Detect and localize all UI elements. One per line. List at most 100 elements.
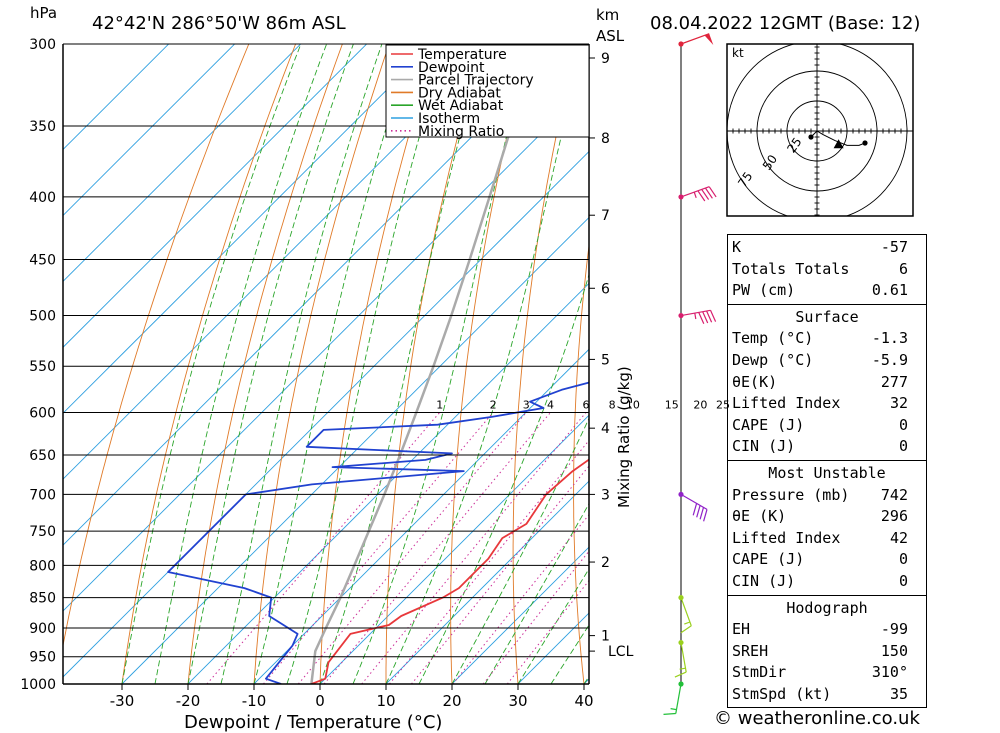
wet-adiabat-line xyxy=(154,44,328,684)
indices-mu-block: Most Unstable Pressure (mb) 742 θE (K) 296 L… xyxy=(727,460,927,596)
wind-barb-half-feather xyxy=(684,621,691,625)
isotherm-line xyxy=(63,150,589,678)
index-row-e-k: θE (K) 296 xyxy=(728,506,926,528)
height-tick-label: 9 xyxy=(601,51,610,67)
dry-adiabat-line xyxy=(573,242,589,684)
pressure-tick-label: 650 xyxy=(29,448,56,464)
x-tick-label: 20 xyxy=(442,692,461,710)
pressure-tick-label: 400 xyxy=(29,190,56,206)
index-row-stmspd-kt: StmSpd (kt) 35 xyxy=(728,684,926,706)
mixing-ratio-label: 4 xyxy=(547,398,554,411)
index-label: SREH xyxy=(732,641,769,660)
index-value: 0 xyxy=(898,571,908,590)
hodograph-trace xyxy=(810,130,866,146)
index-value: 35 xyxy=(889,684,908,703)
pressure-tick-label: 550 xyxy=(29,359,56,375)
legend-item: Dewpoint xyxy=(418,60,485,76)
pressure-tick-label: 1000 xyxy=(20,677,56,693)
wind-profile xyxy=(663,33,717,715)
wind-barb xyxy=(663,681,684,715)
wet-adiabat-line xyxy=(451,417,589,684)
x-tick-label: 40 xyxy=(574,692,593,710)
height-tick-label: 2 xyxy=(601,555,610,571)
hodograph-end-dot xyxy=(862,140,868,146)
wind-barb-feather xyxy=(696,505,701,518)
isotherm-line xyxy=(63,44,170,151)
index-value: 0 xyxy=(898,437,908,456)
copyright-footer[interactable]: © weatheronline.co.uk xyxy=(714,708,920,729)
km-label: km xyxy=(596,6,619,24)
isotherm-line xyxy=(63,44,302,283)
wet-adiabat-line xyxy=(187,44,354,684)
wind-barb-feather xyxy=(674,671,687,678)
index-value: 32 xyxy=(889,394,908,413)
index-label: Lifted Index xyxy=(732,394,841,413)
index-label: PW (cm) xyxy=(732,281,796,300)
wind-barb-staff xyxy=(680,33,710,45)
pressure-tick-label: 700 xyxy=(29,487,56,503)
x-tick-label: 0 xyxy=(315,692,325,710)
index-value: 42 xyxy=(889,528,908,547)
wet-adiabat-line xyxy=(517,567,589,684)
isotherm-line xyxy=(63,44,236,217)
legend-item: Parcel Trajectory xyxy=(418,73,534,89)
index-value: -57 xyxy=(880,238,908,256)
x-tick-label: -10 xyxy=(242,692,267,710)
index-row-sreh: SREH 150 xyxy=(728,641,926,663)
wet-adiabat-line xyxy=(121,44,302,684)
pressure-tick-label: 850 xyxy=(29,591,56,607)
mixing-ratio-line xyxy=(263,412,494,684)
index-row-totals-totals: Totals Totals 6 xyxy=(728,259,926,281)
mixing-ratio-label: 6 xyxy=(583,398,590,411)
index-row-pressure-mb: Pressure (mb) 742 xyxy=(728,485,926,507)
index-row-lifted-index: Lifted Index 32 xyxy=(728,393,926,415)
index-label: Totals Totals xyxy=(732,259,850,278)
location-title: 42°42'N 286°50'W 86m ASL xyxy=(92,13,346,34)
index-value: 296 xyxy=(880,507,908,526)
index-value: -1.3 xyxy=(871,329,908,348)
mixing-ratio-label: 1 xyxy=(436,398,443,411)
index-value: 742 xyxy=(880,485,908,504)
wind-barb-feather xyxy=(692,503,698,516)
legend-item: Isotherm xyxy=(418,111,480,127)
wind-barb-feather xyxy=(699,507,705,520)
index-label: EH xyxy=(732,620,751,639)
dry-adiabat-line xyxy=(121,44,297,684)
legend-box xyxy=(385,44,590,138)
legend-item: Temperature xyxy=(417,47,507,63)
mixing-ratio-label: 2 xyxy=(490,398,497,411)
pressure-tick-label: 900 xyxy=(29,621,56,637)
legend-item: Mixing Ratio xyxy=(418,124,504,140)
index-label: θE(K) xyxy=(732,372,778,391)
most-unstable-header: Most Unstable xyxy=(768,463,886,482)
wind-barb xyxy=(678,595,692,634)
index-value: -99 xyxy=(880,620,908,639)
pressure-unit-label: hPa xyxy=(30,4,57,22)
mixing-ratio-label: 3 xyxy=(523,398,530,411)
isotherm-line xyxy=(319,414,589,684)
index-row-pw-cm: PW (cm) 0.61 xyxy=(728,280,926,302)
index-row-cin-j: CIN (J) 0 xyxy=(728,571,926,593)
index-label: Lifted Index xyxy=(732,528,841,547)
isotherm-line xyxy=(187,282,589,684)
wind-barb-feather xyxy=(703,509,708,522)
wind-barb-feather xyxy=(680,625,692,634)
height-tick-label: 4 xyxy=(601,421,610,437)
x-tick-label: 10 xyxy=(376,692,395,710)
wind-barb-staff xyxy=(680,309,711,317)
hodograph-unit-label: kt xyxy=(732,46,744,60)
dry-adiabat-line xyxy=(450,44,531,684)
dry-adiabat-line xyxy=(512,44,577,684)
dry-adiabat-line xyxy=(253,44,390,684)
height-tick-label: 1 xyxy=(601,629,610,645)
index-row-e-k: θE(K) 277 xyxy=(728,372,926,394)
hodograph-start-dot xyxy=(808,134,814,140)
x-tick-label: -20 xyxy=(176,692,201,710)
index-label: Pressure (mb) xyxy=(732,485,850,504)
wind-barb-feather xyxy=(708,186,717,198)
mixing-ratio-label: 10 xyxy=(626,398,640,411)
index-label: Temp (°C) xyxy=(732,329,814,348)
index-label: StmDir xyxy=(732,663,787,682)
wind-barb-feather xyxy=(663,712,676,715)
wind-barb-staff xyxy=(680,642,687,673)
